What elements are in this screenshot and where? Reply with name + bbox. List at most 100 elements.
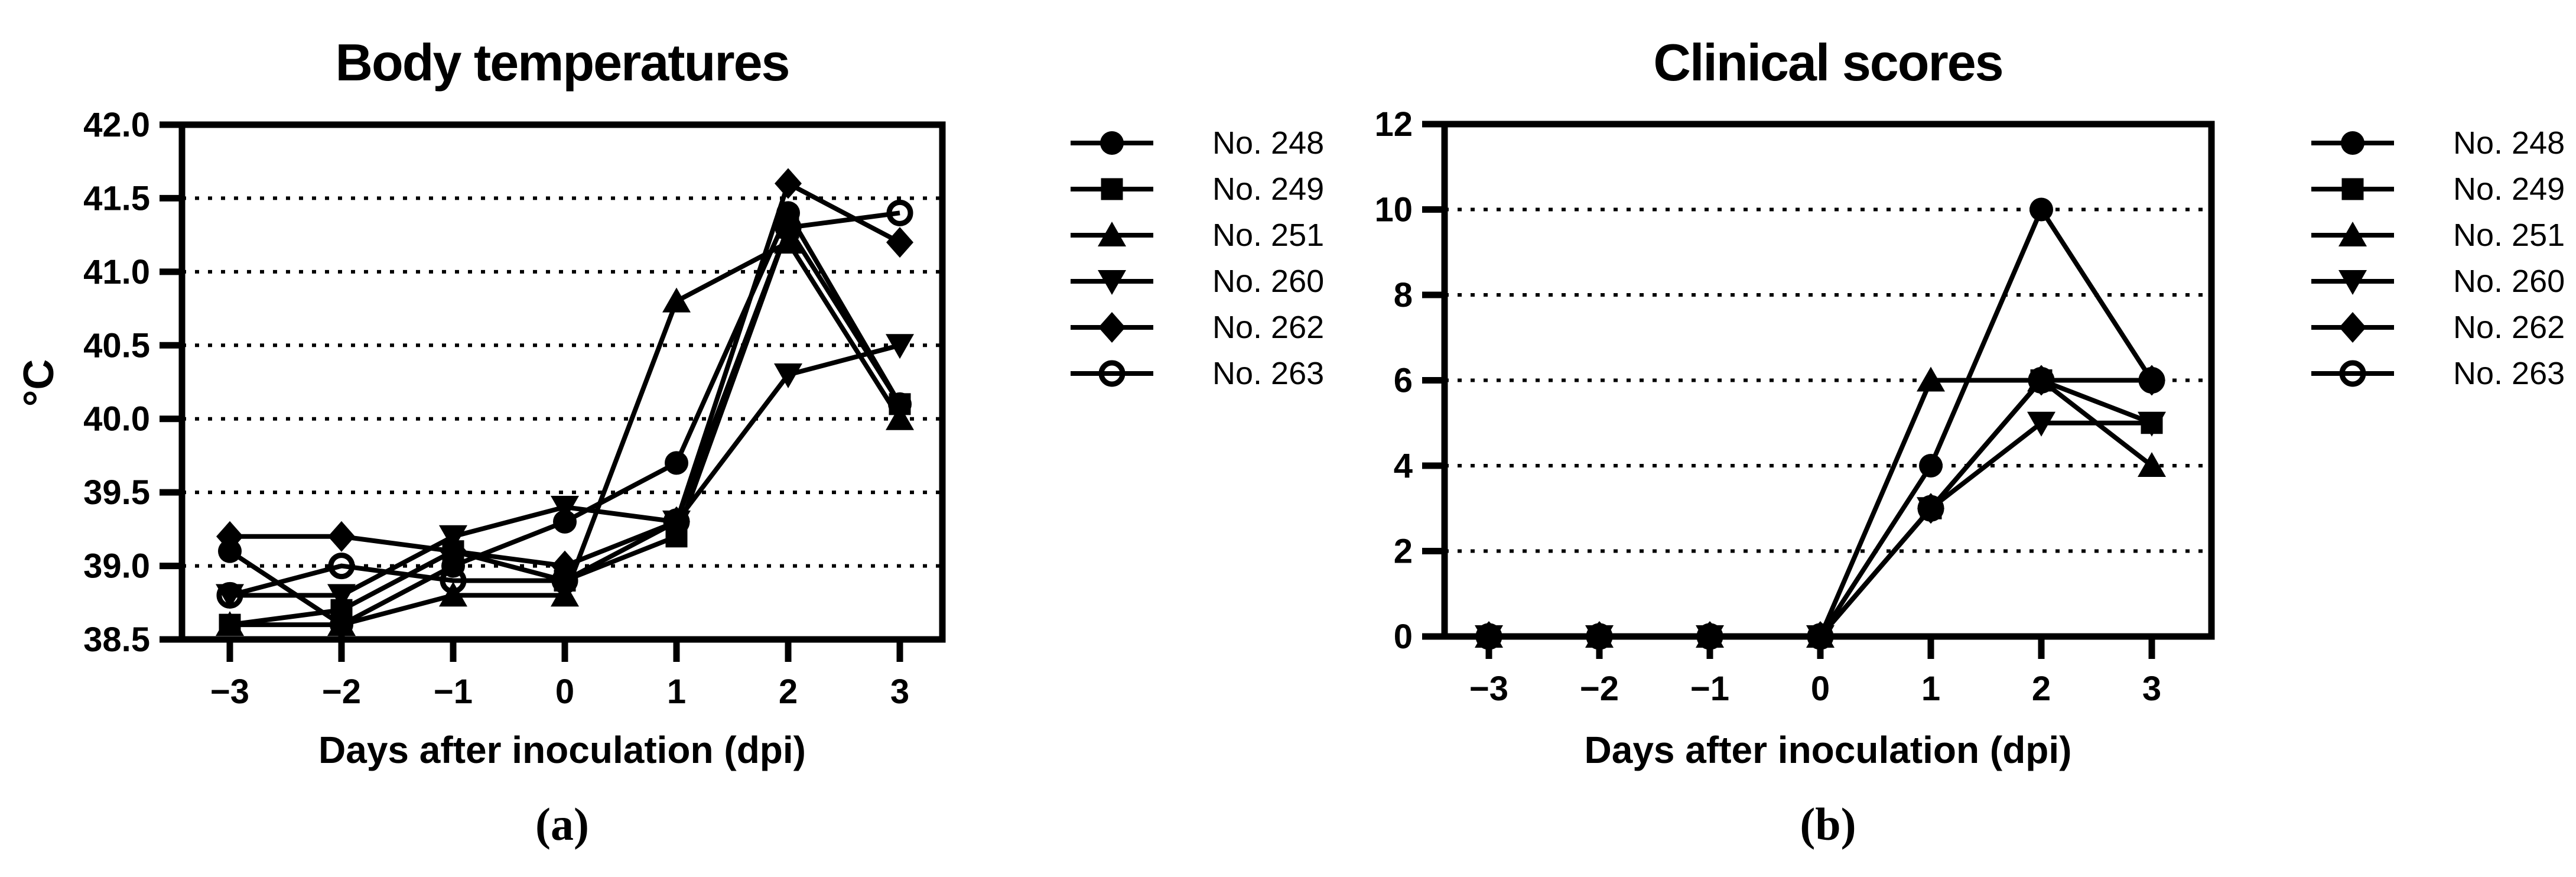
marker-triangle-down-icon [551, 496, 579, 521]
legend-item-no-260: No. 260 [2311, 264, 2565, 299]
marker-circle-icon [665, 451, 688, 475]
x-tick-label: −1 [434, 673, 473, 711]
y-tick-label: 39.0 [83, 547, 150, 586]
y-tick-label: 39.5 [83, 473, 150, 512]
y-tick-label: 12 [1374, 105, 1413, 144]
legend-item-no-249: No. 249 [2311, 171, 2565, 207]
marker-circle-icon [1588, 625, 1611, 648]
marker-triangle-up-icon [662, 287, 691, 313]
legend-label: No. 262 [2453, 310, 2565, 345]
legend-label: No. 263 [1212, 356, 1324, 391]
series-line-no-251 [1489, 378, 2154, 639]
y-tick-label: 41.0 [83, 253, 150, 291]
marker-diamond-icon [886, 227, 913, 258]
panel-a-y-axis-label: °C [15, 359, 63, 407]
y-tick-label: 0 [1394, 618, 1413, 656]
panel-a-x-axis-label: Days after inoculation (dpi) [318, 729, 806, 771]
marker-circle-icon [1809, 625, 1832, 648]
legend-item-no-262: No. 262 [1071, 310, 1324, 345]
legend-label: No. 260 [1212, 264, 1324, 299]
legend-item-no-260: No. 260 [1071, 264, 1324, 299]
series-line-no-263 [1489, 378, 2152, 639]
y-tick-label: 41.5 [83, 179, 150, 217]
x-tick-label: 2 [779, 673, 798, 711]
y-tick-label: 6 [1394, 362, 1413, 400]
marker-triangle-up-icon [2138, 452, 2166, 477]
marker-triangle-down-icon [774, 363, 802, 389]
marker-triangle-up-icon [886, 405, 914, 430]
legend-marker-circle-open-icon [1098, 360, 1126, 387]
series-line-no-262 [1489, 378, 2152, 639]
panel-body-temperatures: 38.5 39.0 39.5 40.0 40.5 41.0 41.5 42.0 −3 −2 −1 0 1… [83, 106, 1324, 711]
marker-square-icon [219, 613, 241, 636]
legend-item-no-251: No. 251 [1071, 217, 1324, 253]
series-line-no-260 [1489, 420, 2152, 639]
marker-square-icon [2030, 369, 2053, 391]
x-tick-label: −1 [1690, 670, 1729, 708]
marker-triangle-down-icon [2027, 411, 2055, 437]
marker-triangle-down-icon [216, 584, 244, 609]
marker-circle-icon [2029, 197, 2053, 222]
marker-square-icon [665, 525, 688, 548]
legend-item-no-251: No. 251 [2311, 217, 2565, 253]
marker-circle-icon [776, 201, 800, 225]
marker-diamond-icon [775, 168, 802, 199]
legend-label: No. 260 [2453, 264, 2565, 299]
legend-body-temperatures: No. 248 No. 249 No. 251 No. 260 No. 262 No. 2… [1071, 125, 1324, 391]
y-tick-label: 40.0 [83, 400, 150, 438]
legend-label: No. 251 [2453, 217, 2565, 253]
x-tick-label: 3 [890, 673, 909, 711]
panel-b-sublabel: (b) [1800, 798, 1856, 850]
legend-marker-triangle-up-icon [2338, 222, 2367, 246]
marker-square-icon [2141, 412, 2163, 434]
marker-square-icon [554, 569, 576, 592]
y-tick-label: 8 [1394, 276, 1413, 314]
y-tick-label: 4 [1394, 447, 1413, 485]
marker-triangle-up-icon [774, 229, 802, 254]
marker-circle-open-icon [328, 553, 355, 580]
marker-circle-icon [441, 554, 465, 578]
legend-label: No. 263 [2453, 356, 2565, 391]
legend-item-no-249: No. 249 [1071, 171, 1324, 207]
marker-triangle-up-icon [439, 582, 467, 607]
y-tick-label: 42.0 [83, 106, 150, 144]
legend-clinical-scores: No. 248 No. 249 No. 251 No. 260 No. 262 No. 2… [2311, 125, 2565, 391]
legend-marker-square-icon [1101, 178, 1123, 200]
panel-b-x-axis-label: Days after inoculation (dpi) [1584, 729, 2072, 771]
legend-marker-diamond-icon [2339, 312, 2366, 343]
marker-triangle-down-icon [662, 510, 691, 535]
panel-a-title: Body temperatures [335, 33, 790, 92]
legend-item-no-248: No. 248 [2311, 125, 2565, 161]
marker-circle-icon [330, 613, 353, 637]
x-tick-label: 2 [2032, 670, 2051, 708]
x-tick-label: −3 [1469, 670, 1508, 708]
x-tick-label: −2 [322, 673, 361, 711]
y-tick-label: 10 [1374, 191, 1413, 229]
legend-label: No. 262 [1212, 310, 1324, 345]
x-tick-label: 0 [555, 673, 574, 711]
y-tick-label: 40.5 [83, 326, 150, 365]
y-tick-label: 38.5 [83, 621, 150, 659]
legend-marker-triangle-down-icon [2338, 270, 2367, 295]
legend-marker-circle-icon [2341, 131, 2364, 155]
x-tick-label: −3 [210, 673, 249, 711]
marker-triangle-down-icon [327, 584, 356, 609]
legend-label: No. 248 [2453, 125, 2565, 161]
legend-marker-triangle-up-icon [1098, 222, 1126, 246]
marker-triangle-down-icon [886, 334, 914, 359]
marker-triangle-down-icon [439, 525, 467, 550]
legend-item-no-262: No. 262 [2311, 310, 2565, 345]
marker-circle-icon [2140, 368, 2164, 392]
marker-circle-icon [553, 509, 577, 534]
marker-circle-icon [888, 392, 912, 416]
marker-circle-icon [1919, 454, 1943, 478]
marker-triangle-up-icon [551, 582, 579, 607]
legend-label: No. 248 [1212, 125, 1324, 161]
marker-circle-icon [1698, 625, 1722, 648]
legend-item-no-248: No. 248 [1071, 125, 1324, 161]
legend-marker-triangle-down-icon [1098, 270, 1126, 295]
legend-label: No. 249 [2453, 171, 2565, 207]
marker-square-icon [1920, 497, 1942, 519]
